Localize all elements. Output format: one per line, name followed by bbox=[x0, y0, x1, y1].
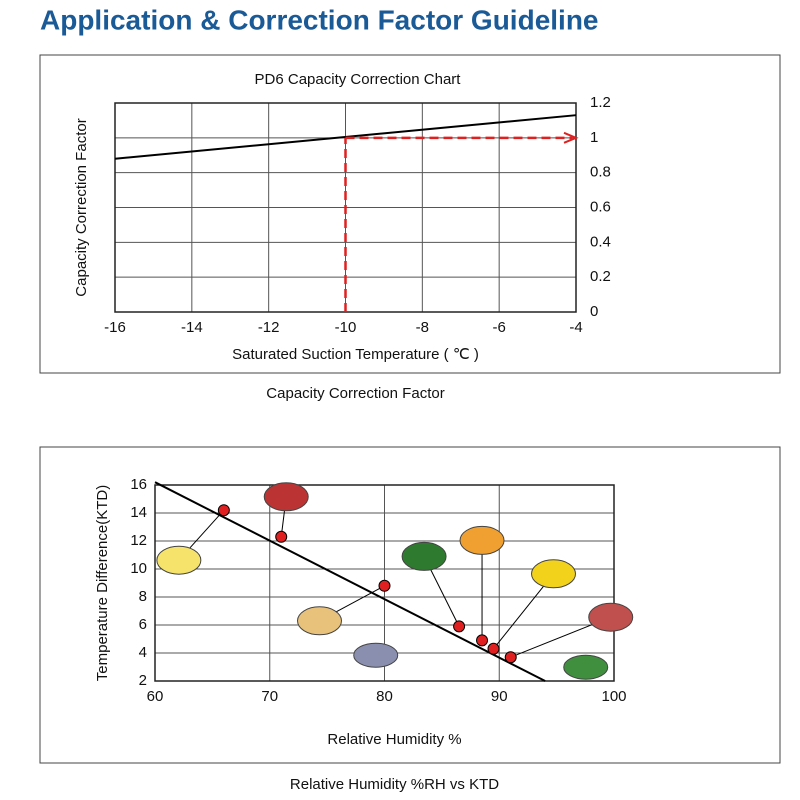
food-icon bbox=[459, 525, 505, 555]
x-axis-label: Saturated Suction Temperature ( ℃ ) bbox=[232, 346, 479, 363]
caption: Capacity Correction Factor bbox=[266, 385, 444, 402]
x-tick-label: 90 bbox=[491, 688, 508, 705]
food-icon bbox=[563, 654, 609, 680]
food-icon bbox=[353, 642, 399, 668]
food-icon bbox=[588, 602, 634, 632]
y-tick-label: 0.6 bbox=[590, 198, 611, 215]
y-axis-label: Capacity Correction Factor bbox=[73, 118, 90, 296]
x-tick-label: 70 bbox=[261, 688, 278, 705]
food-icon bbox=[263, 482, 309, 512]
x-tick-label: -10 bbox=[335, 319, 357, 336]
x-tick-label: 80 bbox=[376, 688, 393, 705]
y-tick-label: 0.4 bbox=[590, 233, 611, 250]
y-tick-label: 1.2 bbox=[590, 94, 611, 111]
point bbox=[378, 579, 391, 592]
y-tick-label: 2 bbox=[139, 672, 147, 689]
page-title: Application & Correction Factor Guidelin… bbox=[40, 4, 599, 35]
x-tick-label: 60 bbox=[147, 688, 164, 705]
x-tick-label: -12 bbox=[258, 319, 280, 336]
guide-arrow bbox=[563, 131, 579, 144]
x-axis-label: Relative Humidity % bbox=[327, 731, 461, 748]
plot-frame bbox=[154, 484, 615, 682]
y-tick-label: 14 bbox=[130, 504, 147, 521]
point bbox=[476, 634, 489, 647]
y-tick-label: 4 bbox=[139, 644, 147, 661]
food-icon bbox=[297, 606, 342, 636]
chart-title: PD6 Capacity Correction Chart bbox=[255, 71, 462, 88]
y-tick-label: 0.2 bbox=[590, 268, 611, 285]
point bbox=[453, 620, 466, 633]
food-icon bbox=[401, 541, 447, 571]
y-axis-label: Temperature Difference(KTD) bbox=[94, 485, 111, 681]
x-tick-label: -8 bbox=[416, 319, 429, 336]
point bbox=[487, 642, 500, 655]
y-tick-label: 16 bbox=[130, 476, 147, 493]
y-tick-label: 1 bbox=[590, 129, 598, 146]
x-tick-label: -4 bbox=[569, 319, 582, 336]
x-tick-label: -6 bbox=[492, 319, 505, 336]
chart-frame bbox=[39, 54, 781, 374]
y-tick-label: 10 bbox=[130, 560, 147, 577]
food-icon bbox=[156, 545, 202, 575]
chart-frame bbox=[39, 446, 781, 764]
food-icon bbox=[531, 559, 577, 589]
y-tick-label: 0 bbox=[590, 303, 598, 320]
point bbox=[504, 651, 517, 664]
x-tick-label: 100 bbox=[601, 688, 626, 705]
y-tick-label: 6 bbox=[139, 616, 147, 633]
y-tick-label: 0.8 bbox=[590, 164, 611, 181]
point bbox=[275, 530, 288, 543]
point bbox=[217, 504, 230, 517]
trend-line bbox=[154, 481, 546, 682]
y-tick-label: 8 bbox=[139, 588, 147, 605]
y-tick-label: 12 bbox=[130, 532, 147, 549]
caption: Relative Humidity %RH vs KTD bbox=[290, 776, 499, 793]
x-tick-label: -14 bbox=[181, 319, 203, 336]
x-tick-label: -16 bbox=[104, 319, 126, 336]
